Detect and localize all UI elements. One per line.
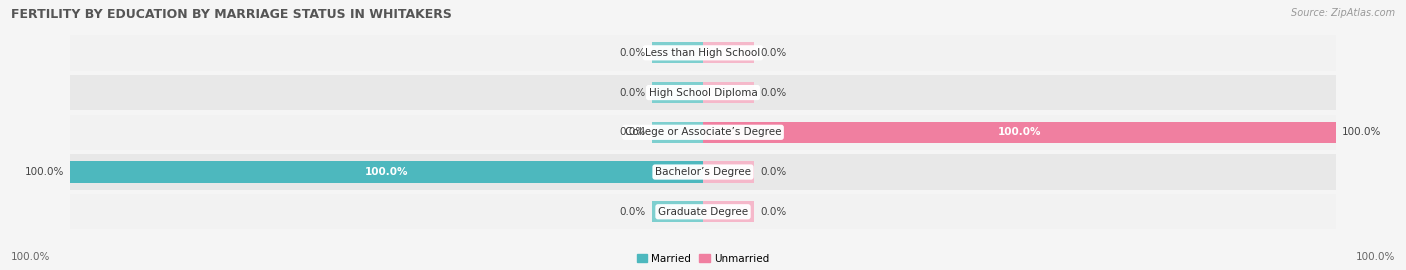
Text: 0.0%: 0.0% xyxy=(759,167,786,177)
Bar xyxy=(652,122,703,143)
Bar xyxy=(652,82,703,103)
Bar xyxy=(652,42,703,63)
Text: 0.0%: 0.0% xyxy=(620,48,647,58)
Text: 100.0%: 100.0% xyxy=(366,167,408,177)
Text: Less than High School: Less than High School xyxy=(645,48,761,58)
Bar xyxy=(703,82,754,103)
Text: 100.0%: 100.0% xyxy=(11,252,51,262)
Text: 100.0%: 100.0% xyxy=(1355,252,1395,262)
Text: 100.0%: 100.0% xyxy=(1343,127,1382,137)
Text: 0.0%: 0.0% xyxy=(759,48,786,58)
Text: 0.0%: 0.0% xyxy=(620,127,647,137)
Bar xyxy=(703,161,754,183)
Legend: Married, Unmarried: Married, Unmarried xyxy=(636,253,770,265)
Text: FERTILITY BY EDUCATION BY MARRIAGE STATUS IN WHITAKERS: FERTILITY BY EDUCATION BY MARRIAGE STATU… xyxy=(11,8,453,21)
Text: High School Diploma: High School Diploma xyxy=(648,87,758,97)
Text: Bachelor’s Degree: Bachelor’s Degree xyxy=(655,167,751,177)
Text: College or Associate’s Degree: College or Associate’s Degree xyxy=(624,127,782,137)
Bar xyxy=(652,201,703,222)
Bar xyxy=(703,42,754,63)
Text: Graduate Degree: Graduate Degree xyxy=(658,207,748,217)
Text: 100.0%: 100.0% xyxy=(998,127,1040,137)
Text: 0.0%: 0.0% xyxy=(620,207,647,217)
Text: Source: ZipAtlas.com: Source: ZipAtlas.com xyxy=(1291,8,1395,18)
Bar xyxy=(70,161,703,183)
Text: 100.0%: 100.0% xyxy=(24,167,63,177)
Text: 0.0%: 0.0% xyxy=(759,87,786,97)
Text: 0.0%: 0.0% xyxy=(620,87,647,97)
Text: 0.0%: 0.0% xyxy=(759,207,786,217)
Bar xyxy=(703,201,754,222)
Bar xyxy=(703,122,1336,143)
